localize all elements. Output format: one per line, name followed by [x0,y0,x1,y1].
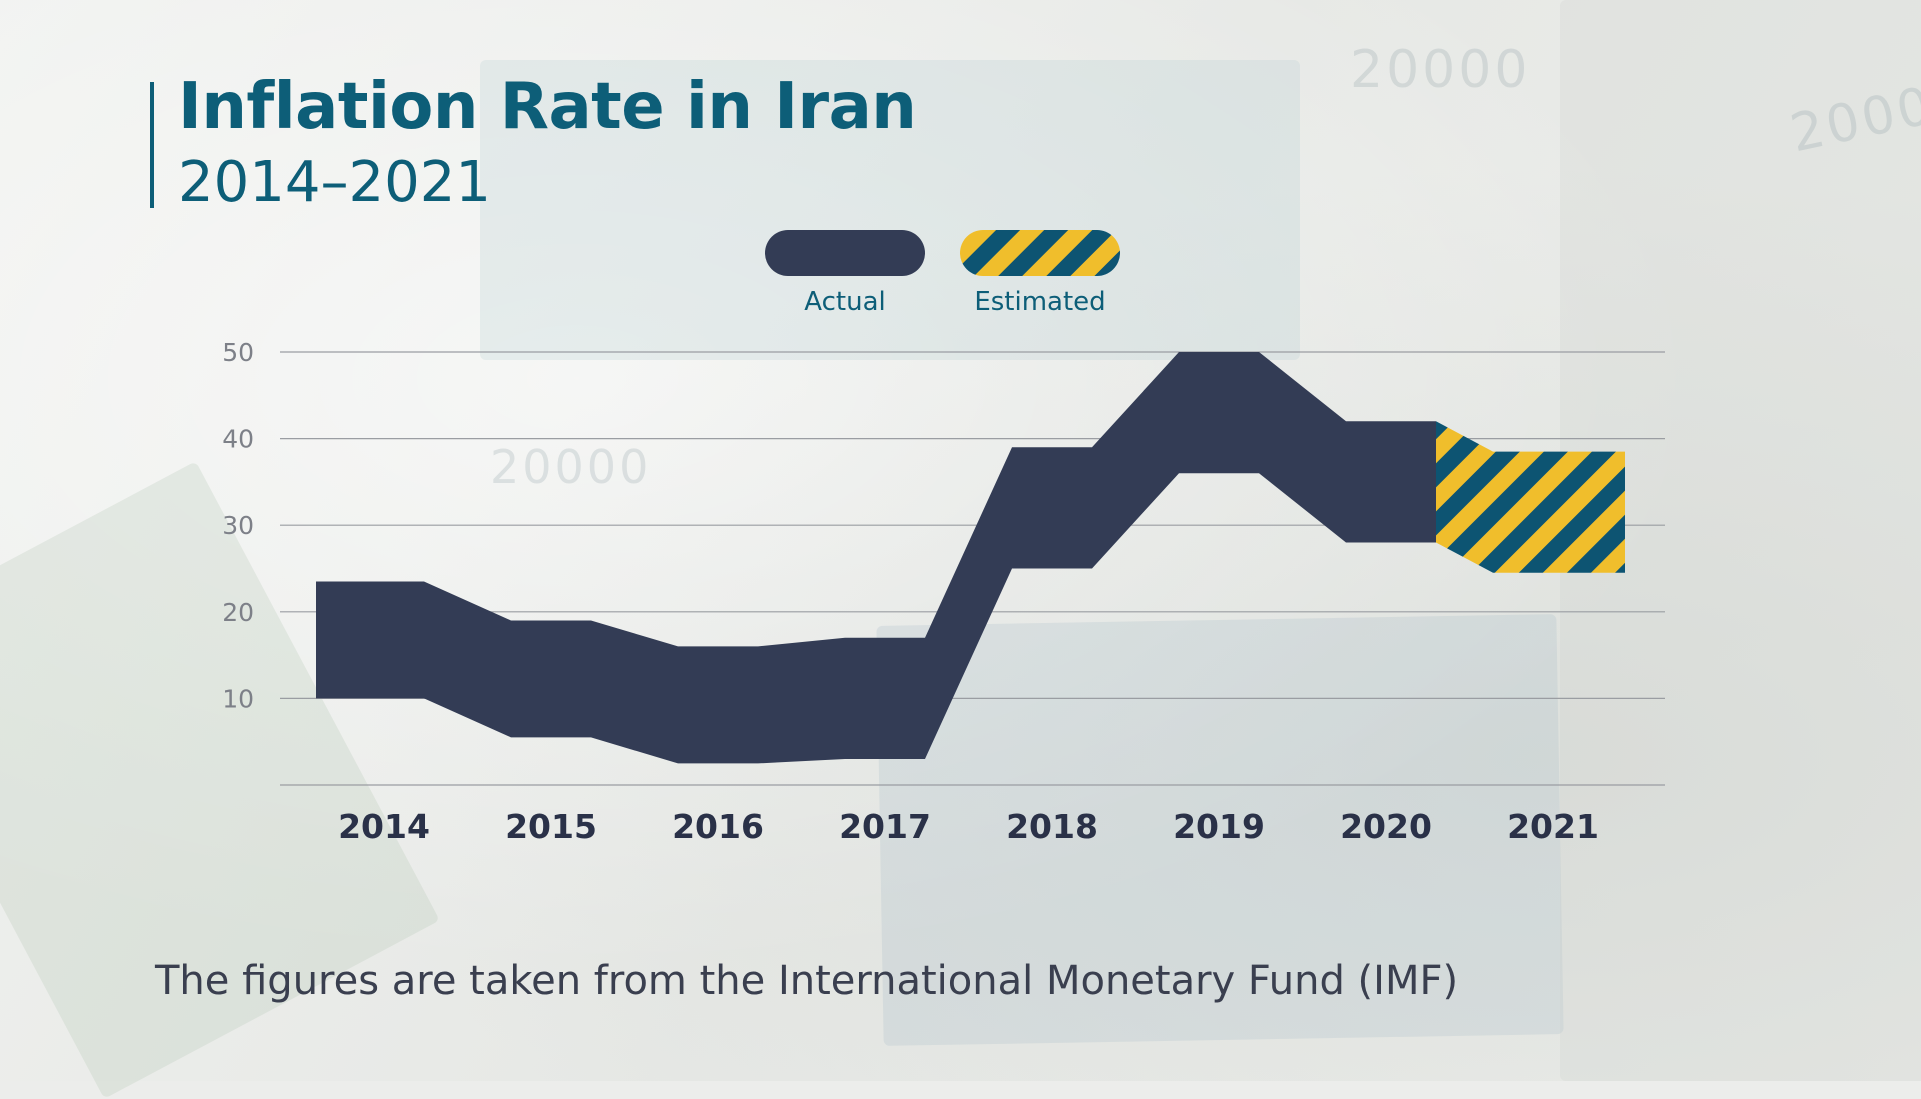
x-tick-label-2014: 2014 [338,807,430,846]
y-tick-label: 50 [222,338,254,367]
legend-swatch-solid [765,230,925,276]
legend-label-striped: Estimated [974,287,1105,317]
banknote-watermark: 20000 [490,440,652,494]
x-tick-label-2015: 2015 [505,807,597,846]
legend-label-solid: Actual [804,287,885,317]
x-tick-label-2019: 2019 [1173,807,1265,846]
legend-swatch-striped [960,230,1120,276]
chart-title: Inflation Rate in Iran [178,70,917,144]
data-bands [316,352,1625,764]
x-tick-label-2017: 2017 [839,807,931,846]
y-tick-label: 40 [222,425,254,454]
source-note: The figures are taken from the Internati… [155,958,1459,1004]
y-axis-ticks: 10 20 30 40 50 [222,338,254,713]
x-tick-label-2018: 2018 [1006,807,1098,846]
x-tick-label-2016: 2016 [672,807,764,846]
title-accent-bar [150,82,154,208]
band-estimated [1436,421,1625,573]
y-tick-label: 30 [222,511,254,540]
banknote-background [480,60,1300,360]
x-tick-label-2021: 2021 [1507,807,1599,846]
x-tick-label-2020: 2020 [1340,807,1432,846]
legend: Actual Estimated [765,230,1120,317]
y-tick-label: 10 [222,684,254,713]
x-axis-ticks: 2014 2015 2016 2017 2018 2019 2020 2021 [338,807,1599,846]
chart-subtitle: 2014–2021 [178,150,492,215]
y-tick-label: 20 [222,598,254,627]
band-actual [316,352,1436,764]
banknote-watermark: 20000 [1350,40,1531,100]
